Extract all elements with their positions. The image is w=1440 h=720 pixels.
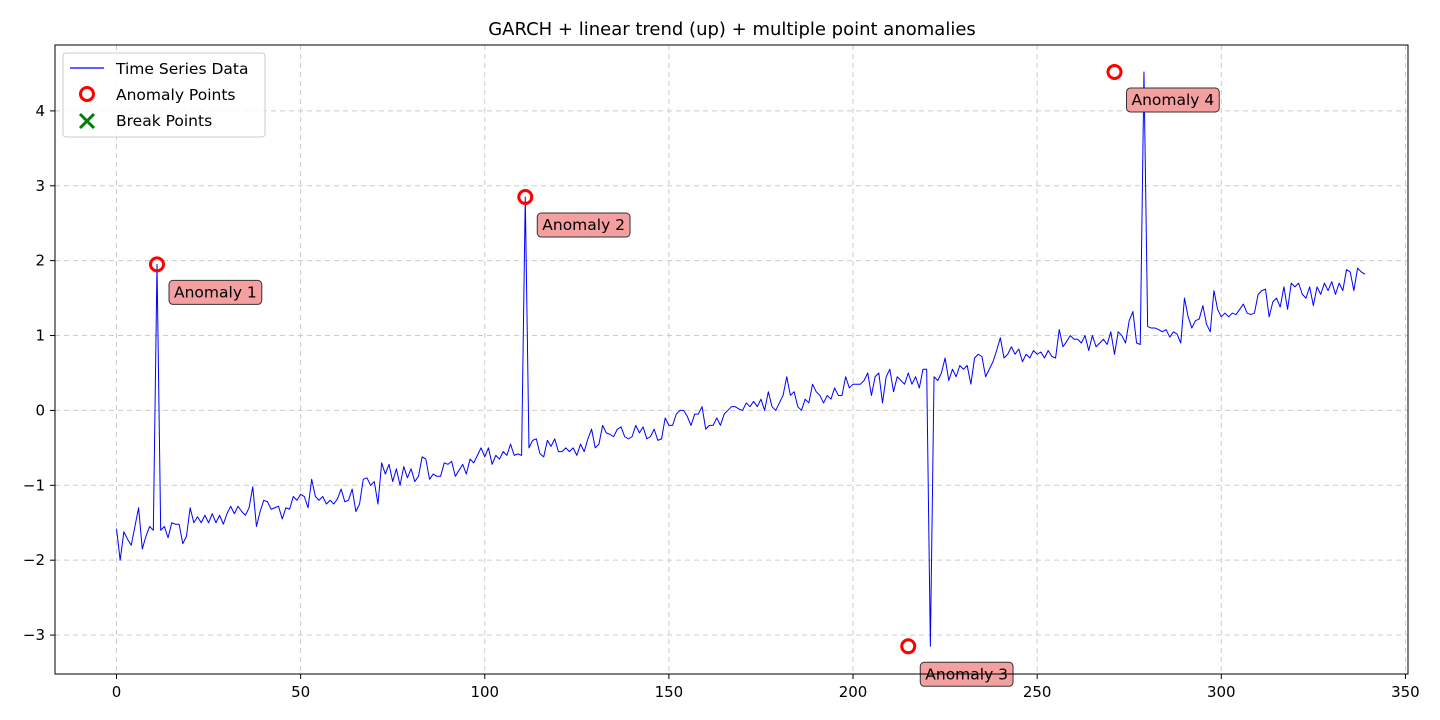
x-tick-label: 100	[470, 683, 499, 701]
legend-circle-swatch	[79, 86, 95, 102]
chart-title: GARCH + linear trend (up) + multiple poi…	[488, 19, 976, 40]
anomaly-label: Anomaly 2	[536, 212, 631, 238]
x-tick-label: 0	[112, 683, 122, 701]
plot-frame	[54, 44, 1409, 675]
legend-label-anomaly: Anomaly Points	[116, 86, 235, 104]
x-tick-label: 350	[1391, 683, 1420, 701]
y-tick-label: −2	[23, 551, 45, 569]
x-tick-label: 200	[839, 683, 868, 701]
legend-box	[62, 52, 266, 138]
legend-x-swatch	[78, 112, 96, 130]
anomaly-label-text: Anomaly 4	[1131, 91, 1214, 109]
y-tick-label: 4	[35, 102, 45, 120]
x-tick-label: 50	[291, 683, 310, 701]
anomaly-label: Anomaly 1	[168, 279, 263, 305]
grid	[55, 45, 1408, 674]
anomaly-label-box	[1125, 87, 1220, 113]
x-tick-label: 250	[1023, 683, 1052, 701]
legend-label-series: Time Series Data	[115, 60, 248, 78]
anomaly-point	[900, 638, 917, 655]
x-tick-label: 150	[655, 683, 684, 701]
y-tick-label: 1	[35, 327, 45, 345]
anomaly-label-box	[536, 212, 631, 238]
anomaly-point	[517, 189, 534, 206]
y-tick-label: 3	[35, 177, 45, 195]
y-tick-label: −1	[23, 476, 45, 494]
anomaly-point	[1106, 63, 1123, 80]
legend-label-break: Break Points	[116, 112, 212, 130]
x-tick-label: 300	[1207, 683, 1236, 701]
legend: Time Series Data Anomaly Points Break Po…	[62, 52, 266, 138]
anomaly-label-text: Anomaly 2	[542, 216, 625, 234]
series-line	[116, 71, 1366, 647]
series-layer	[116, 71, 1366, 647]
y-tick-label: 0	[35, 401, 45, 419]
anomaly-label-text: Anomaly 1	[174, 283, 257, 301]
y-tick-label: 2	[35, 252, 45, 270]
axis-ticks: 0 50 100 150 200 250 300 350 −3 −2 −1 0 1 2 3 4	[23, 102, 1420, 701]
anomaly-point	[149, 256, 166, 273]
y-tick-label: −3	[23, 626, 45, 644]
anomaly-label: Anomaly 4	[1125, 87, 1220, 113]
anomaly-label-box	[168, 279, 263, 305]
